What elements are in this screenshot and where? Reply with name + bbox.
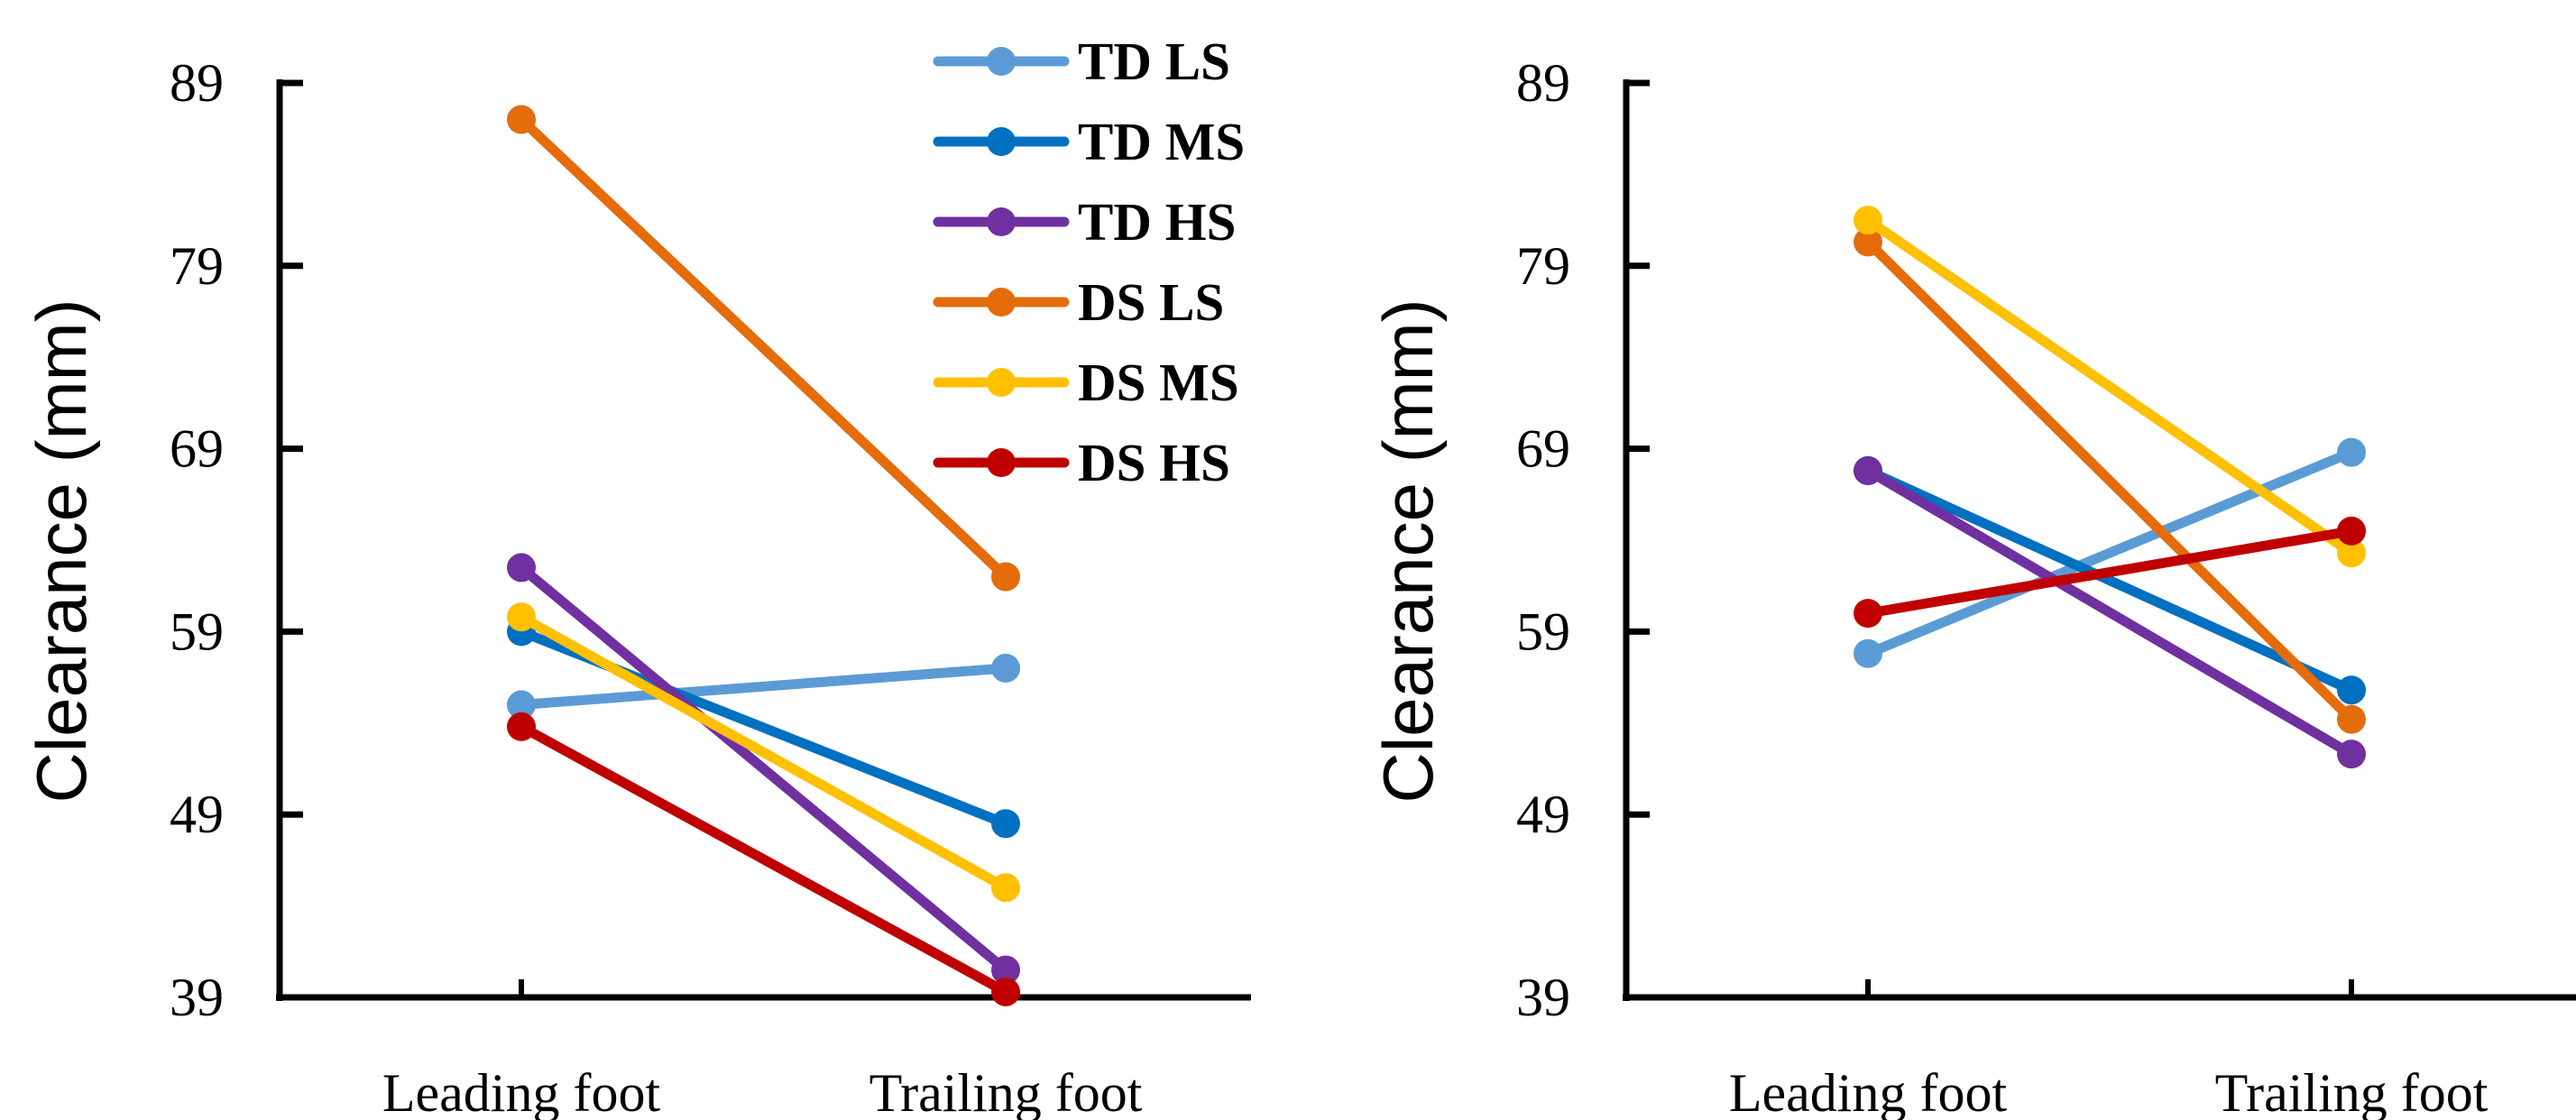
series-line-ds-ms bbox=[1863, 215, 2357, 558]
y-tick-label: 49 bbox=[170, 785, 224, 844]
legend-marker-ds-hs bbox=[987, 448, 1016, 477]
data-point-ds-hs bbox=[507, 711, 536, 741]
data-point-td-ls bbox=[1854, 638, 1882, 668]
legend-marker-ds-ls bbox=[987, 288, 1016, 317]
data-point-ds-ls bbox=[507, 105, 536, 134]
x-tick-label: Trailing foot bbox=[2215, 1063, 2489, 1120]
data-point-ds-ms bbox=[1854, 206, 1882, 235]
y-tick-label: 89 bbox=[170, 53, 224, 113]
y-axis-title: Clearance (mm) bbox=[1368, 298, 1448, 803]
series-line-td-hs bbox=[1863, 465, 2357, 759]
data-point-td-ms bbox=[2337, 675, 2366, 705]
data-point-ds-ls bbox=[991, 562, 1020, 592]
chart-panel-left: 89 79 69 59 49 39 Clearance (mm) Leading foot Tr… bbox=[22, 53, 1251, 1120]
data-point-td-hs bbox=[991, 955, 1020, 985]
legend-marker-td-ms bbox=[987, 127, 1016, 156]
data-point-td-hs bbox=[507, 553, 536, 583]
y-axis-title: Clearance (mm) bbox=[22, 298, 101, 803]
data-point-ds-hs bbox=[1854, 599, 1882, 629]
data-point-td-hs bbox=[1854, 455, 1882, 485]
y-tick-label: 49 bbox=[1516, 785, 1570, 844]
series-line-td-ls bbox=[1863, 447, 2357, 659]
y-tick-label: 69 bbox=[170, 419, 224, 479]
legend-label-td-hs: TD HS bbox=[1078, 192, 1236, 252]
series-line-ds-ls bbox=[516, 115, 1011, 583]
data-point-td-ls bbox=[991, 653, 1020, 683]
data-point-ds-ms bbox=[991, 873, 1020, 903]
data-point-td-ms bbox=[991, 809, 1020, 839]
data-point-ds-ms bbox=[507, 602, 536, 632]
series-line-ds-hs bbox=[516, 721, 1011, 997]
series-line-ds-ls bbox=[1863, 236, 2357, 725]
y-tick-label: 39 bbox=[1516, 968, 1570, 1027]
legend-label-td-ls: TD LS bbox=[1078, 32, 1230, 91]
data-point-ds-ms bbox=[2337, 538, 2366, 568]
y-tick-label: 59 bbox=[170, 601, 224, 661]
y-tick-label: 39 bbox=[170, 968, 224, 1027]
legend-marker-td-hs bbox=[987, 207, 1016, 236]
x-tick-label: Trailing foot bbox=[869, 1063, 1143, 1120]
y-tick-label: 79 bbox=[1516, 236, 1570, 296]
data-point-td-ls bbox=[2337, 437, 2366, 467]
legend-label-ds-ls: DS LS bbox=[1078, 272, 1224, 332]
series-line-td-ls bbox=[516, 663, 1011, 711]
data-point-ds-ls bbox=[2337, 704, 2366, 734]
legend-label-td-ms: TD MS bbox=[1078, 112, 1245, 171]
y-tick-label: 59 bbox=[1516, 601, 1570, 661]
legend-marker-ds-ms bbox=[987, 368, 1016, 397]
legend-label-ds-ms: DS MS bbox=[1078, 353, 1239, 412]
series-line-ds-ms bbox=[516, 611, 1011, 893]
y-tick-label: 79 bbox=[170, 236, 224, 296]
legend: TD LS TD MS TD HS DS LS DS MS DS HS bbox=[933, 32, 1245, 492]
legend-label-ds-hs: DS HS bbox=[1078, 433, 1230, 492]
x-tick-label: Leading foot bbox=[382, 1063, 661, 1120]
data-point-ds-ls bbox=[1854, 227, 1882, 257]
chart-panel-right: 89 79 69 59 49 39 Clearance (mm) Leading foot Tr… bbox=[1368, 53, 2576, 1120]
series-line-td-ms bbox=[1863, 465, 2357, 695]
data-point-td-hs bbox=[2337, 739, 2366, 769]
data-point-td-ls bbox=[507, 690, 536, 720]
y-tick-label: 89 bbox=[1516, 53, 1570, 113]
data-point-ds-hs bbox=[991, 977, 1020, 1006]
x-tick-label: Leading foot bbox=[1729, 1063, 2008, 1120]
y-tick-label: 69 bbox=[1516, 419, 1570, 479]
series-line-td-hs bbox=[516, 562, 1011, 976]
legend-marker-td-ls bbox=[987, 47, 1016, 76]
series-line-ds-hs bbox=[1863, 526, 2357, 619]
data-point-ds-hs bbox=[2337, 516, 2366, 546]
